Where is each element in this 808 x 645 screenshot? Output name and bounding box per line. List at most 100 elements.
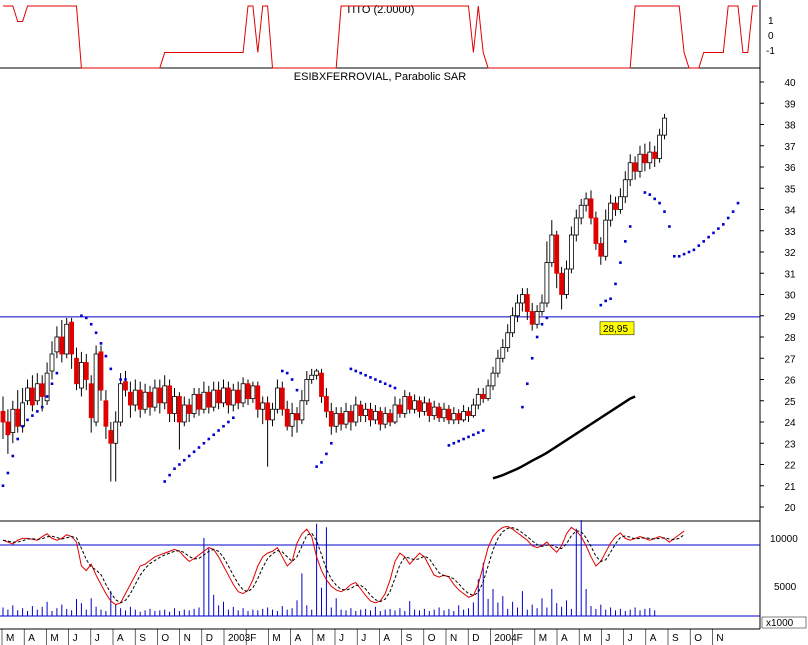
x-axis: M A M J J A S O N D 2003 F M A M J J A S O N D 2004 F M A M J J A S O N [1,629,724,645]
x-tick-label: F [250,633,256,644]
x-tick-label: S [406,633,413,644]
sar-dot [295,388,299,392]
x-tick-label: 2003 [228,633,251,644]
candle [79,351,84,397]
sar-dot [388,384,392,388]
sar-dot [21,424,24,428]
candle [294,407,300,433]
candle [368,402,373,427]
sar-dot [320,461,323,464]
candle [549,220,555,267]
sar-dot [290,378,294,381]
sar-dot [80,314,83,318]
indicator-title: TITO (2.0000) [346,4,415,16]
sar-dot [677,254,681,258]
candle [505,324,511,352]
sar-dot [281,369,284,373]
main-tick-label: 39 [784,99,796,110]
candle [15,390,21,433]
sar-dot [325,452,328,456]
candle [328,402,334,435]
candle [196,388,202,416]
main-tick-label: 27 [784,354,796,365]
volume-unit: x1000 [766,618,794,629]
candle [554,230,560,289]
main-panel: ESIBXFERROVIAL, Parabolic SAR [294,71,466,83]
indicator-tick-1: 1 [768,16,774,27]
candle [103,390,109,439]
candle [167,379,173,422]
oscillator-signal-line [2,527,685,604]
candle [421,396,427,416]
x-tick-label: J [95,633,100,644]
x-tick-label: 2004 [494,633,517,644]
main-tick-label: 31 [784,269,796,280]
sar-dot [619,261,622,264]
x-tick-label: A [295,633,302,644]
main-tick-label: 23 [784,439,796,450]
sar-dot [31,414,34,417]
candle [181,396,187,427]
candle [490,366,496,391]
sar-dot [526,382,529,386]
resistance-level: 28,95 [0,316,760,336]
candle [372,405,378,425]
resistance-label: 28,95 [603,324,628,335]
main-y-axis: 40 39 38 37 36 35 34 33 32 31 30 29 28 27 26 25 24 23 22 21… [760,78,796,514]
sar-dot [89,322,93,326]
sar-dot [315,465,318,468]
candle [500,339,506,363]
sar-dot [359,371,362,375]
x-tick-label: A [28,633,35,644]
sar-dot [212,433,215,437]
sar-dot [736,201,740,205]
x-tick-label: J [605,633,610,644]
candle [480,388,486,403]
candle [132,379,138,412]
main-title: ESIBXFERROVIAL, Parabolic SAR [294,71,466,83]
x-tick-label: M [50,633,58,644]
candle [407,392,413,414]
sar-dot [530,356,534,360]
candle [137,381,143,418]
sar-dot [624,240,627,243]
sar-dot [36,410,39,413]
candle [10,400,16,444]
candle [225,381,231,414]
candle [25,379,30,405]
sar-dot [94,331,98,335]
candle [206,385,212,414]
volume-y-axis: 10000 5000 x1000 [0,534,807,629]
x-tick-label: A [383,633,390,644]
sar-dot [187,454,191,458]
sar-dot [457,439,460,443]
candle [74,347,79,391]
sar-dot [168,473,171,477]
main-tick-label: 28 [784,333,796,344]
candle [652,145,658,167]
candle [569,226,574,274]
sar-dot [173,467,176,471]
sar-dot [653,197,656,201]
candle [176,392,182,450]
sar-dot [119,378,122,381]
candle [93,345,99,427]
volume-unit-box [761,616,807,629]
candle [299,390,305,425]
sar-dot [717,227,720,230]
x-tick-label: M [539,633,547,644]
sar-dot [124,378,127,381]
candle [216,381,222,410]
candle [593,211,599,250]
candle [534,305,540,329]
candle [157,379,163,414]
candle [637,145,643,178]
candle [152,379,158,412]
sar-dot [452,441,456,445]
sar-dot [668,225,671,228]
candle [412,394,418,414]
x-tick-label: S [139,633,146,644]
main-tick-label: 33 [784,227,796,238]
x-tick-label: J [339,633,344,644]
sar-dot [604,299,607,303]
